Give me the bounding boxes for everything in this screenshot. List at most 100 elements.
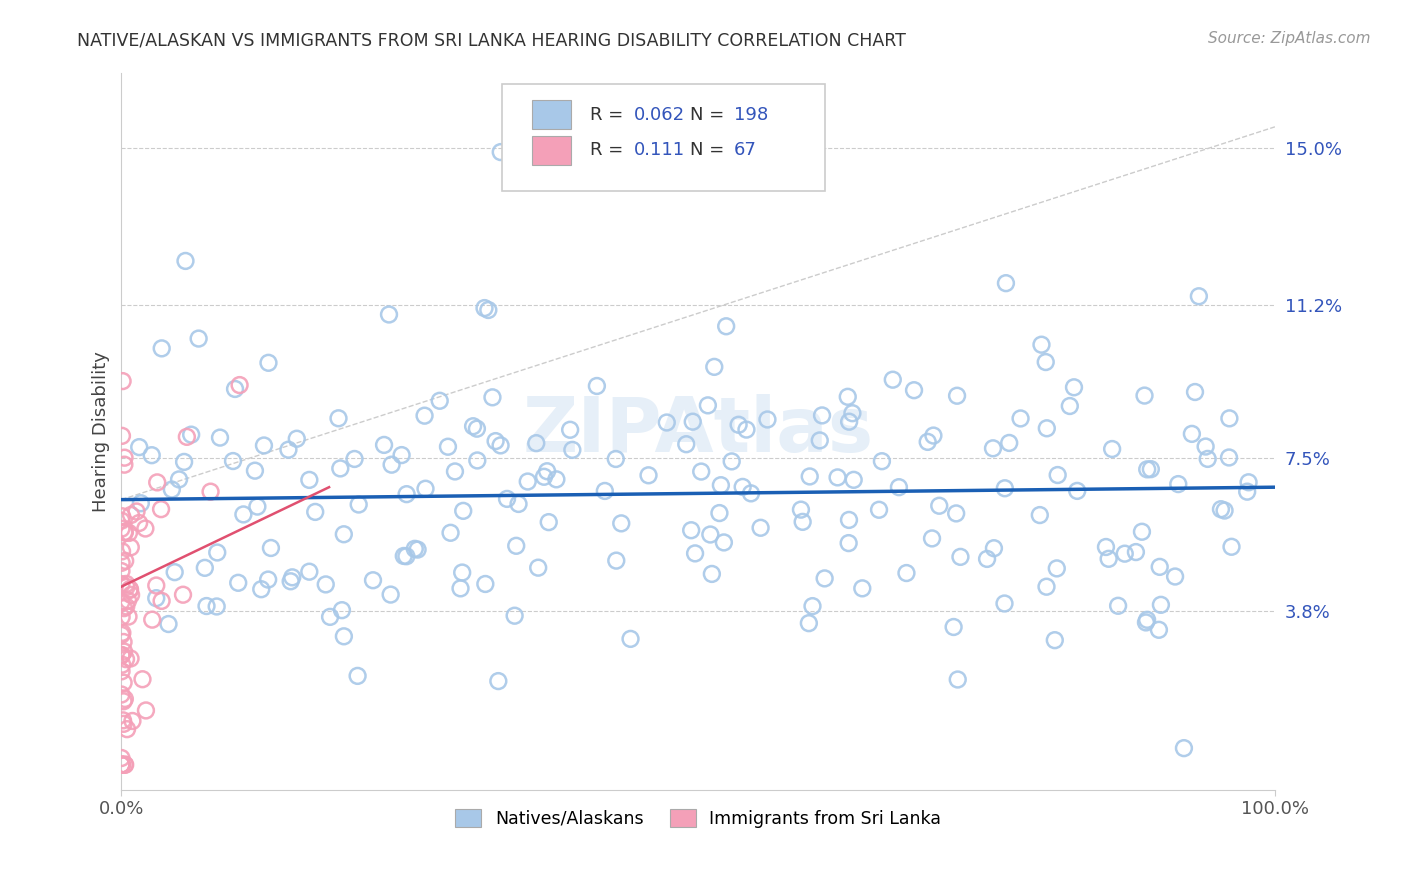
Point — [298, 565, 321, 579]
Point — [1101, 442, 1123, 456]
Point — [328, 411, 350, 425]
Point — [285, 432, 308, 446]
Text: N =: N = — [690, 105, 730, 124]
Point — [1059, 399, 1081, 413]
FancyBboxPatch shape — [531, 136, 571, 165]
Point — [477, 303, 499, 318]
Point — [114, 450, 136, 465]
Point — [250, 582, 273, 597]
Point — [896, 566, 918, 580]
Point — [111, 429, 134, 443]
Point — [461, 419, 484, 434]
Point — [1218, 411, 1240, 425]
Point — [111, 657, 134, 672]
Point — [112, 601, 135, 615]
Point — [298, 473, 321, 487]
Point — [903, 383, 925, 397]
Point — [120, 508, 142, 522]
Point — [1135, 615, 1157, 630]
Point — [1136, 613, 1159, 627]
Point — [838, 536, 860, 550]
Point — [713, 535, 735, 549]
Point — [195, 599, 218, 613]
Point — [1149, 560, 1171, 574]
Point — [145, 578, 167, 592]
Point — [134, 521, 156, 535]
Point — [141, 448, 163, 462]
FancyBboxPatch shape — [502, 84, 825, 191]
Point — [115, 722, 138, 736]
Point — [381, 458, 404, 472]
Point — [110, 514, 132, 528]
Point — [838, 415, 860, 429]
Point — [111, 610, 134, 624]
Point — [749, 521, 772, 535]
Point — [949, 549, 972, 564]
Point — [696, 398, 718, 412]
Point — [1130, 524, 1153, 539]
Point — [115, 652, 138, 666]
Point — [683, 546, 706, 560]
Point — [114, 757, 136, 772]
Point — [187, 332, 209, 346]
Point — [277, 442, 299, 457]
Point — [114, 757, 136, 772]
Point — [111, 544, 134, 558]
Point — [112, 458, 135, 472]
Point — [439, 525, 461, 540]
Point — [114, 554, 136, 568]
Point — [129, 496, 152, 510]
Point — [486, 674, 509, 689]
Point — [703, 359, 725, 374]
Point — [173, 455, 195, 469]
Point — [392, 549, 415, 563]
Point — [1220, 540, 1243, 554]
Point — [1066, 483, 1088, 498]
Point — [1035, 355, 1057, 369]
Point — [145, 591, 167, 606]
Point — [928, 499, 950, 513]
Point — [1188, 289, 1211, 303]
Point — [637, 468, 659, 483]
Point — [111, 625, 134, 640]
Point — [1213, 503, 1236, 517]
Point — [537, 515, 560, 529]
Point — [1184, 384, 1206, 399]
Point — [735, 423, 758, 437]
Point — [561, 442, 583, 457]
Point — [118, 525, 141, 540]
Point — [228, 378, 250, 392]
Point — [111, 757, 134, 772]
Point — [756, 412, 779, 426]
Point — [740, 486, 762, 500]
Point — [160, 483, 183, 497]
Point — [505, 539, 527, 553]
Point — [110, 757, 132, 772]
Point — [945, 507, 967, 521]
Point — [1043, 633, 1066, 648]
Point — [508, 497, 530, 511]
Point — [112, 635, 135, 649]
Text: 0.111: 0.111 — [634, 141, 685, 160]
Point — [110, 665, 132, 679]
Point — [1236, 484, 1258, 499]
Point — [921, 532, 943, 546]
Point — [260, 541, 283, 555]
FancyBboxPatch shape — [531, 100, 571, 128]
Point — [112, 525, 135, 540]
Point — [150, 342, 173, 356]
Point — [110, 648, 132, 663]
Point — [1237, 475, 1260, 490]
Point — [474, 577, 496, 591]
Point — [917, 434, 939, 449]
Point — [882, 373, 904, 387]
Point — [111, 757, 134, 772]
Point — [1010, 411, 1032, 425]
Point — [111, 509, 134, 524]
Point — [253, 438, 276, 452]
Point — [842, 473, 865, 487]
Point — [222, 454, 245, 468]
Point — [1194, 440, 1216, 454]
Point — [117, 593, 139, 607]
Point — [994, 481, 1017, 495]
